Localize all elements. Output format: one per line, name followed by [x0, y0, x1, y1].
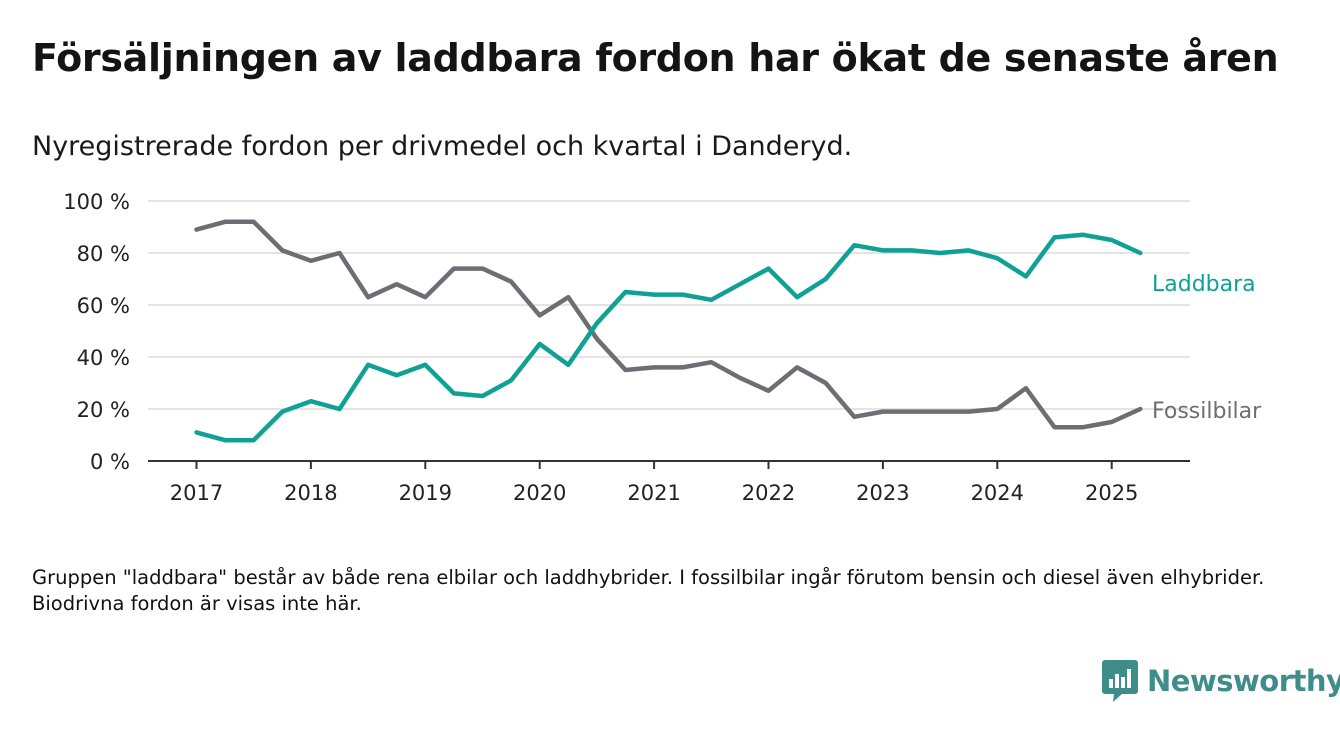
series-label-fossilbilar: Fossilbilar — [1152, 399, 1262, 424]
x-tick-label: 2022 — [742, 481, 795, 505]
series-line-fossilbilar — [194, 219, 1143, 430]
x-tick-label: 2019 — [399, 481, 452, 505]
x-tick-label: 2018 — [284, 481, 337, 505]
chart-footnote: Gruppen "laddbara" består av både rena e… — [32, 566, 1265, 615]
y-tick-label: 100 % — [63, 190, 130, 214]
series-line-laddbara — [194, 232, 1143, 443]
line-chart: 0 % 20 % 40 % 60 % 80 % 100 % 2017 2018 2019 2020… — [63, 190, 1262, 505]
y-tick-label: 40 % — [77, 346, 130, 370]
x-tick-label: 2020 — [513, 481, 566, 505]
x-tick-label: 2024 — [971, 481, 1024, 505]
y-tick-label: 0 % — [90, 450, 130, 474]
x-tick-label: 2021 — [627, 481, 680, 505]
x-tick-label: 2017 — [170, 481, 223, 505]
series-label-laddbara: Laddbara — [1152, 272, 1256, 297]
x-tick-label: 2025 — [1085, 481, 1138, 505]
chart-title: Försäljningen av laddbara fordon har öka… — [32, 36, 1279, 80]
brand-name: Newsworthy — [1147, 664, 1340, 698]
chart-subtitle: Nyregistrerade fordon per drivmedel och … — [32, 131, 853, 162]
y-tick-label: 60 % — [77, 294, 130, 318]
newsworthy-logo: Newsworthy — [1102, 660, 1340, 702]
y-tick-label: 80 % — [77, 242, 130, 266]
x-tick-label: 2023 — [856, 481, 909, 505]
y-tick-label: 20 % — [77, 398, 130, 422]
bar-chart-logo-icon — [1102, 660, 1138, 702]
